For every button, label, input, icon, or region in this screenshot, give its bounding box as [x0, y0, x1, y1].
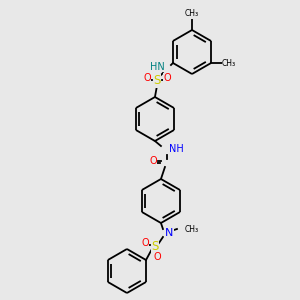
- Text: HN: HN: [150, 62, 165, 72]
- Text: O: O: [163, 73, 171, 83]
- Text: S: S: [151, 241, 159, 254]
- Text: O: O: [141, 238, 149, 248]
- Text: CH₃: CH₃: [185, 224, 199, 233]
- Text: S: S: [153, 74, 161, 88]
- Text: NH: NH: [169, 144, 184, 154]
- Text: N: N: [165, 228, 173, 238]
- Text: O: O: [153, 252, 161, 262]
- Text: CH₃: CH₃: [185, 10, 199, 19]
- Text: O: O: [143, 73, 151, 83]
- Text: O: O: [149, 156, 157, 166]
- Text: CH₃: CH₃: [222, 58, 236, 68]
